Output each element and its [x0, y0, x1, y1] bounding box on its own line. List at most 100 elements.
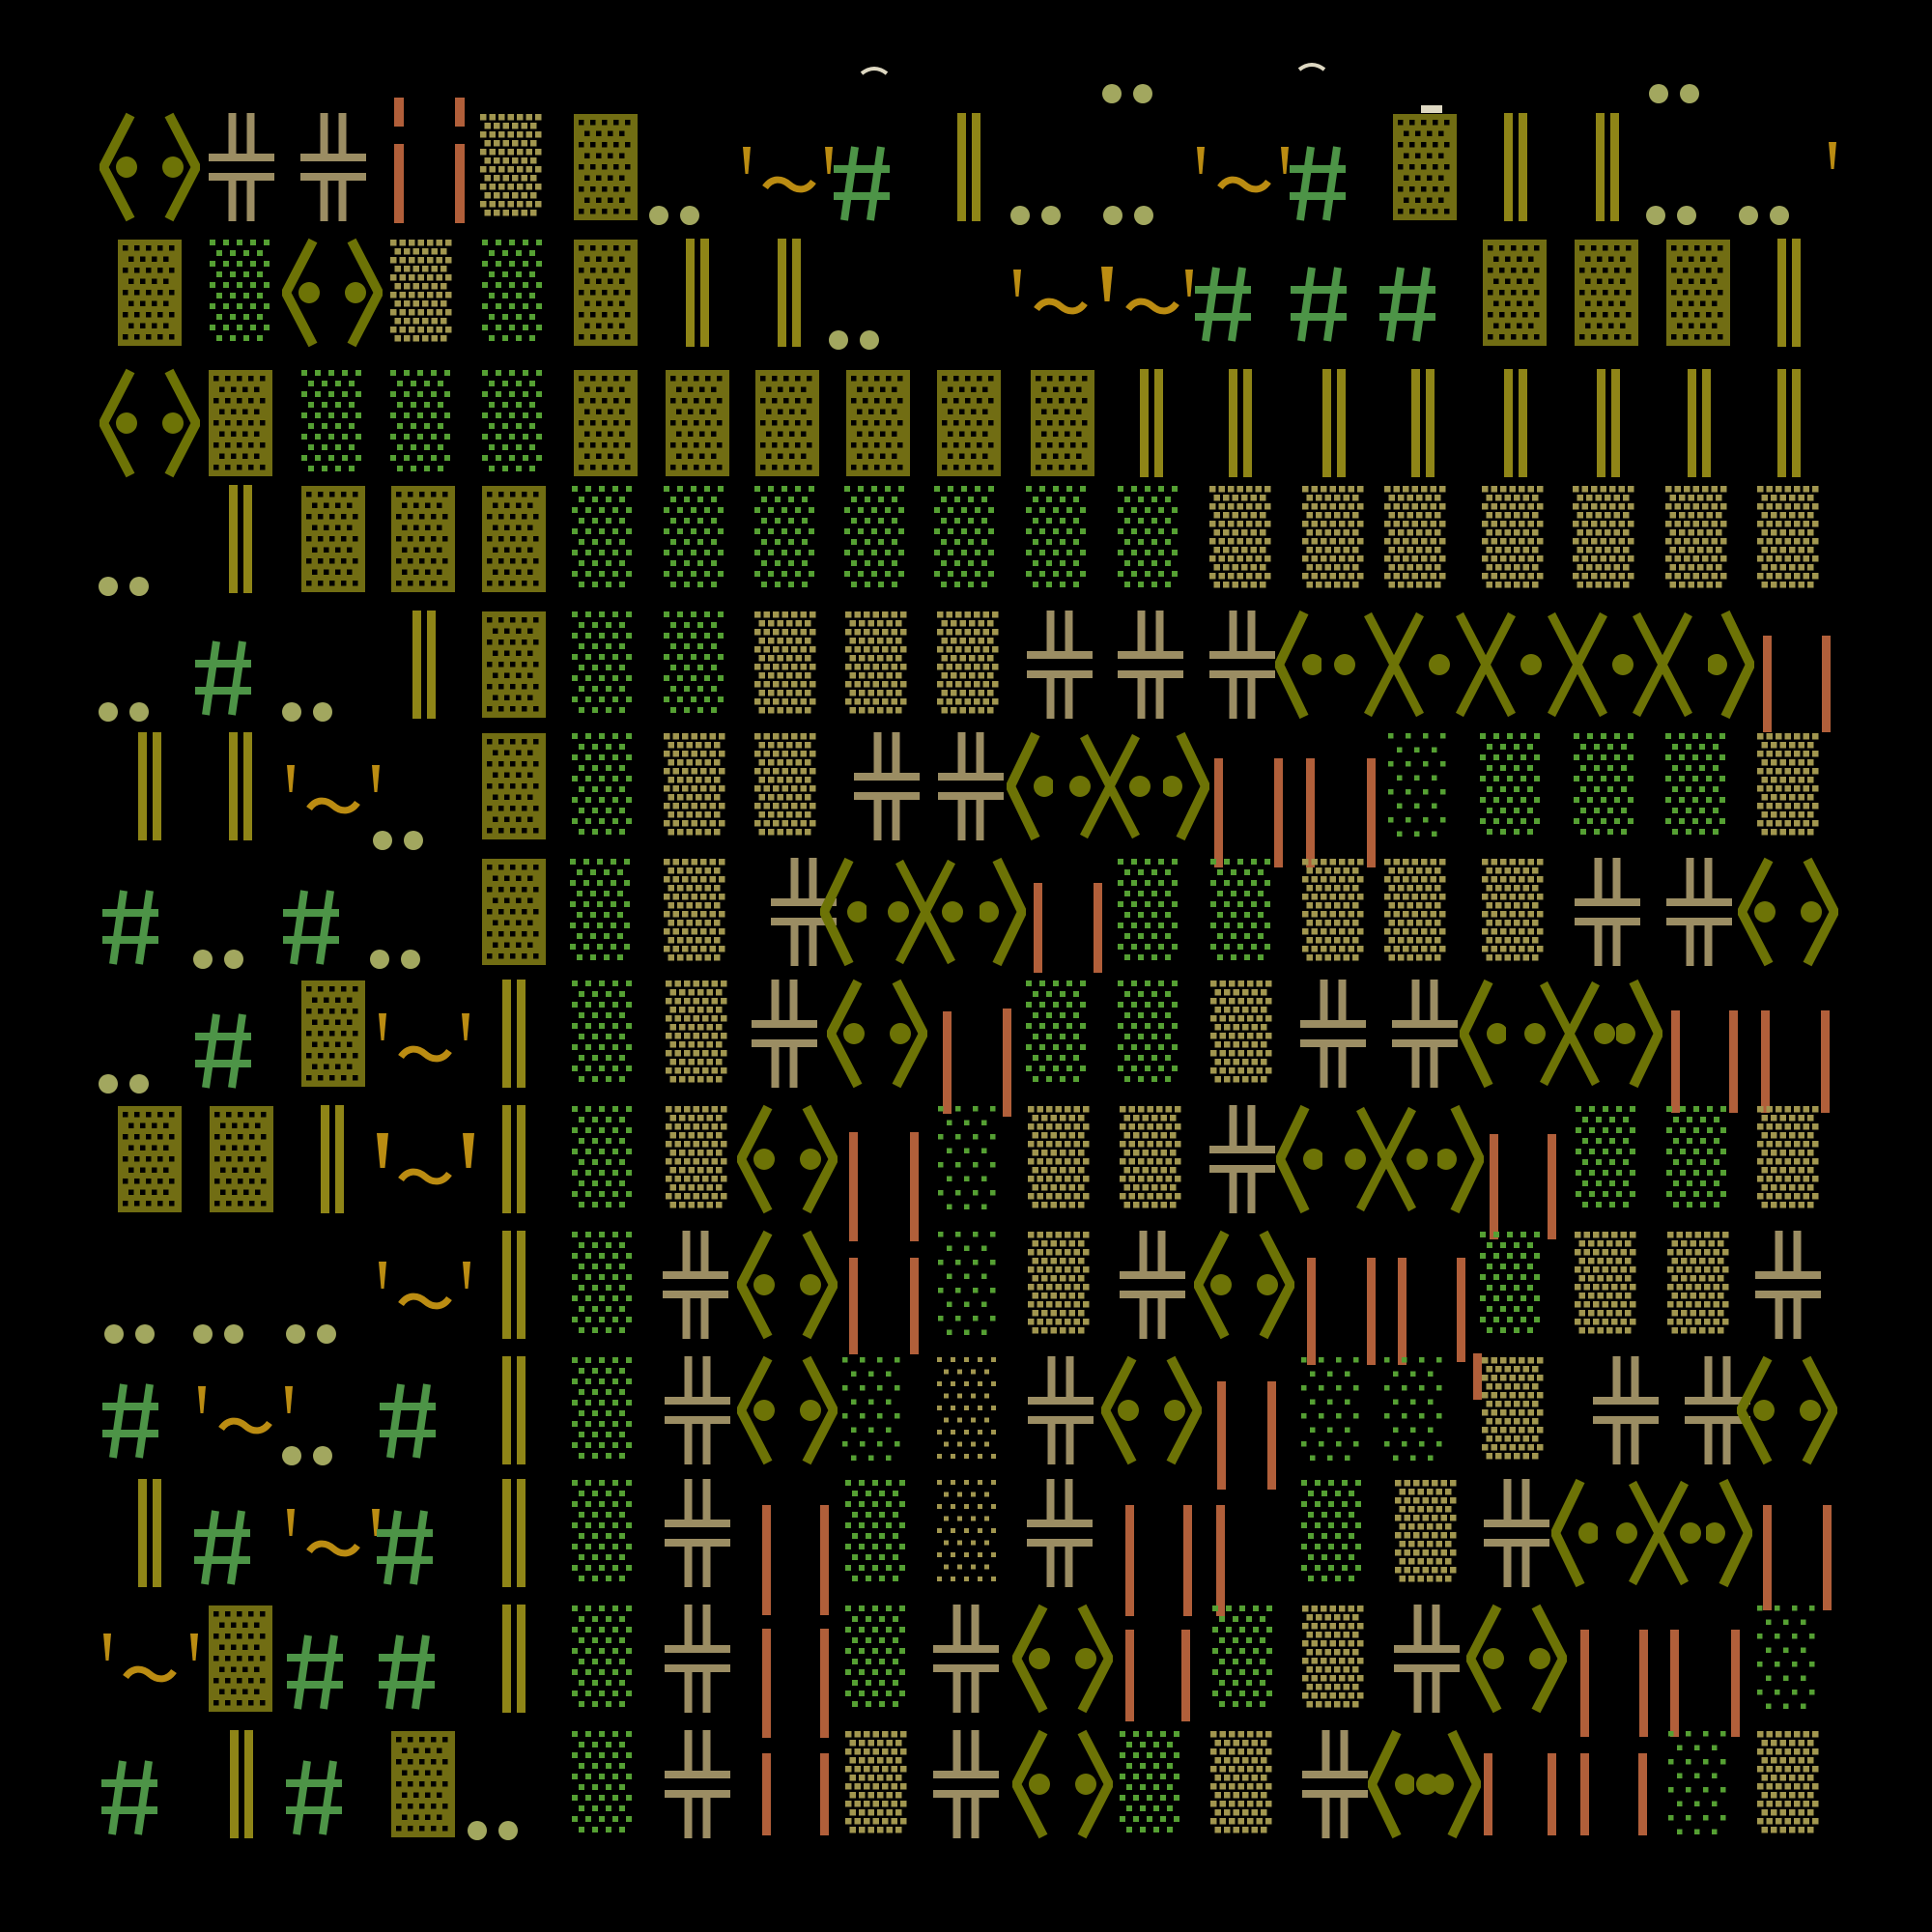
tilde-icon [306, 1540, 360, 1557]
double-dot-icon [104, 1324, 155, 1344]
angle-bracket-right-icon [1163, 731, 1209, 841]
double-line-cross-icon [1027, 611, 1093, 719]
angle-bracket-pair-icon [1101, 1355, 1202, 1465]
exclamation-icon [1101, 267, 1113, 301]
double-bar-icon [321, 1105, 344, 1213]
red-bar-icon [819, 1505, 829, 1615]
khaki-dot-block-icon [937, 611, 999, 714]
green-dot-block-icon [1212, 1605, 1272, 1707]
dot-icon [1416, 1774, 1437, 1795]
angle-bracket-pair-icon [282, 238, 383, 348]
double-line-cross-icon [938, 732, 1004, 840]
dot-icon [942, 901, 963, 923]
x-cross-icon [895, 859, 955, 965]
khaki-dot-block-icon [754, 733, 816, 836]
red-bar-icon [1579, 1629, 1589, 1737]
dense-block-icon [574, 240, 638, 346]
double-bar-icon [1322, 369, 1346, 477]
double-dot-icon [99, 577, 149, 596]
double-dot-icon [1102, 84, 1152, 103]
double-bar-icon [229, 732, 252, 840]
green-dot-block-icon [664, 611, 724, 713]
double-line-cross-icon [1302, 1730, 1368, 1838]
dense-block-icon [391, 486, 455, 592]
angle-bracket-left-icon [1460, 979, 1506, 1089]
double-line-cross-icon [665, 1730, 730, 1838]
angle-bracket-right-icon [1616, 979, 1662, 1089]
hash-icon [1290, 146, 1346, 221]
red-bar-icon [1002, 1009, 1011, 1117]
double-line-cross-icon [1666, 858, 1732, 966]
khaki-dot-block-icon [1384, 486, 1446, 588]
red-bar-icon [848, 1258, 858, 1354]
double-dot-icon [468, 1821, 518, 1840]
dense-block-icon [209, 370, 272, 476]
dot-icon [888, 901, 909, 923]
red-bar-icon [1762, 1504, 1772, 1610]
hash-icon [287, 1634, 343, 1710]
red-bar-icon [1124, 1504, 1134, 1616]
red-bar-icon [819, 1752, 829, 1835]
green-dot-block-icon [1118, 859, 1178, 960]
green-dot-block-icon [390, 370, 450, 471]
double-dot-icon [829, 330, 879, 350]
dense-block-icon [209, 1605, 272, 1712]
red-bar-icon [1472, 1353, 1482, 1400]
hash-icon [102, 890, 158, 965]
khaki-dot-block-icon [1302, 859, 1364, 961]
dot-icon [1069, 776, 1091, 797]
red-bar-icon [1180, 1629, 1190, 1721]
khaki-dot-block-icon [664, 733, 725, 836]
red-bar-icon [1728, 1010, 1738, 1113]
khaki-dot-block-icon [480, 114, 542, 216]
red-bar-icon [1216, 1381, 1226, 1490]
quote-icon [379, 1013, 386, 1040]
red-bar-icon [909, 1131, 919, 1241]
double-line-cross-icon [933, 1605, 999, 1713]
sparse-green-dot-block-icon [842, 1357, 900, 1461]
khaki-dot-block-icon [1667, 1232, 1729, 1334]
dense-block-icon [391, 1731, 455, 1837]
red-bar-icon [1182, 1504, 1192, 1616]
khaki-dot-block-icon [1384, 859, 1446, 961]
double-dot-icon [282, 1446, 332, 1465]
quote-icon [287, 1509, 295, 1536]
hash-icon [195, 640, 251, 716]
khaki-dot-block-icon [754, 611, 816, 714]
angle-bracket-pair-icon [1194, 1230, 1294, 1340]
double-bar-icon [502, 1356, 526, 1464]
double-line-cross-icon [209, 113, 274, 221]
green-dot-block-icon [1118, 980, 1178, 1082]
green-dot-block-icon [572, 486, 632, 587]
angle-bracket-right-icon [1437, 1104, 1484, 1214]
double-dot-icon [1103, 206, 1153, 225]
tilde-icon [398, 1168, 452, 1185]
tilde-icon [762, 176, 816, 193]
khaki-dot-block-icon [845, 1731, 907, 1833]
green-dot-block-icon [1666, 1106, 1726, 1208]
dot-icon [1345, 1149, 1366, 1170]
khaki-dot-block-icon [1209, 486, 1271, 588]
sparse-khaki-dot-block-icon [937, 1357, 996, 1459]
khaki-dot-block-icon [666, 1106, 727, 1208]
double-line-cross-icon [663, 1231, 728, 1339]
double-line-cross-icon [933, 1730, 999, 1838]
green-dot-block-icon [301, 370, 361, 471]
angle-bracket-left-icon [1276, 1104, 1322, 1214]
x-cross-icon [1456, 611, 1516, 718]
double-line-cross-icon [1685, 1356, 1750, 1464]
dense-block-icon [482, 733, 546, 839]
green-dot-block-icon [572, 980, 632, 1082]
double-dot-icon [1649, 84, 1699, 103]
red-bar-icon [848, 1131, 858, 1241]
double-line-cross-icon [1484, 1479, 1549, 1587]
quote-icon [825, 147, 833, 174]
double-dot-icon [373, 831, 423, 850]
double-line-cross-icon [1209, 1105, 1275, 1213]
double-line-cross-icon [1120, 1231, 1185, 1339]
sparse-green-dot-block-icon [1384, 1357, 1442, 1461]
red-bar-icon [1366, 1257, 1376, 1365]
green-dot-block-icon [1665, 733, 1725, 835]
green-dot-block-icon [1120, 1731, 1179, 1833]
sparse-khaki-dot-block-icon [937, 1480, 996, 1581]
